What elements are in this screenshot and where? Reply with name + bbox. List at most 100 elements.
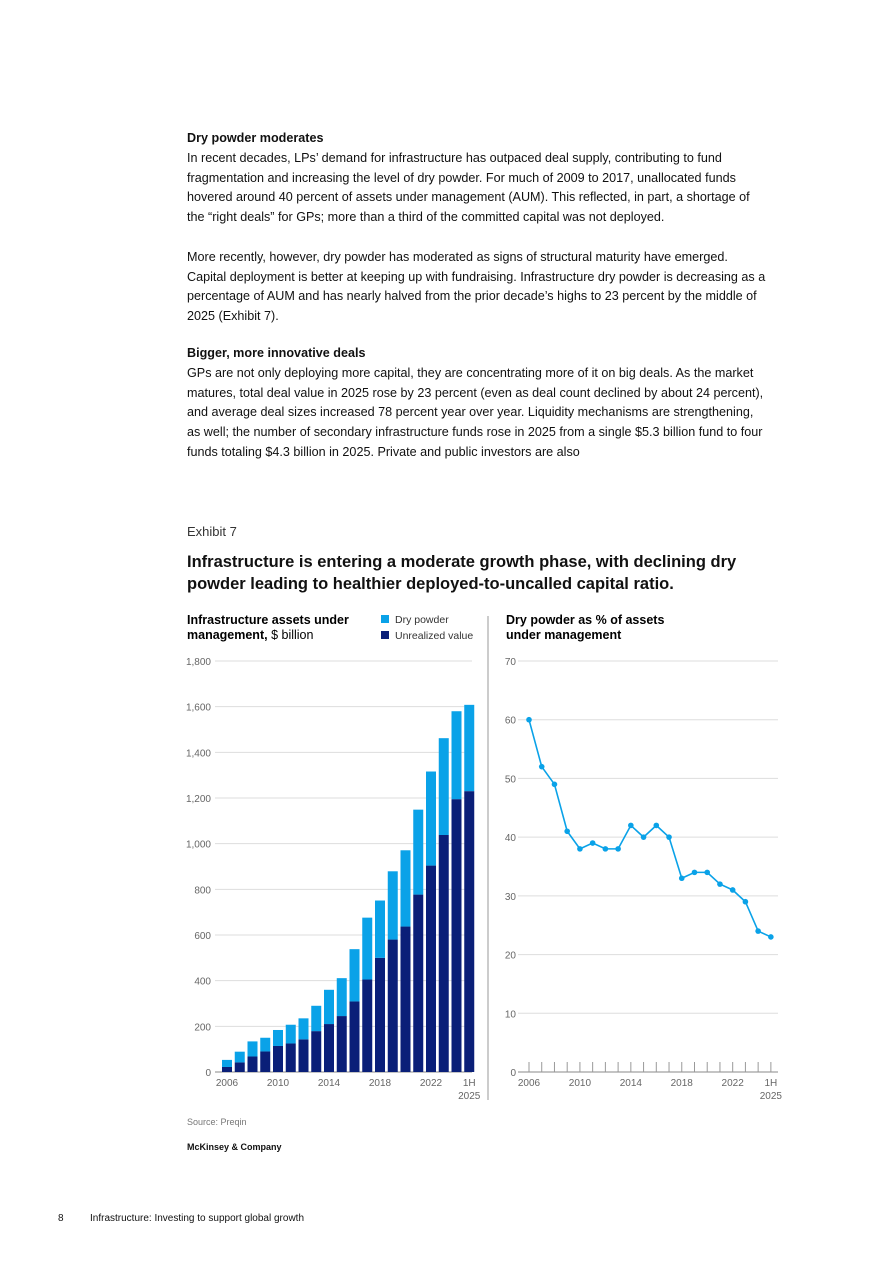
y-tick-label: 600 bbox=[194, 931, 211, 942]
bar-dry-powder bbox=[400, 850, 411, 927]
bar-dry-powder bbox=[260, 1037, 271, 1052]
bar-unrealized-value bbox=[426, 865, 436, 1072]
paragraph: GPs are not only deploying more capital,… bbox=[187, 365, 764, 459]
exhibit-label: Exhibit 7 bbox=[187, 524, 237, 539]
y-tick-label: 10 bbox=[505, 1009, 517, 1020]
x-tick-label: 2010 bbox=[569, 1078, 592, 1089]
y-tick-label: 60 bbox=[505, 716, 517, 727]
x-tick-label: 2014 bbox=[318, 1078, 341, 1089]
y-tick-label: 50 bbox=[505, 774, 517, 785]
y-tick-label: 0 bbox=[510, 1068, 516, 1079]
data-point bbox=[742, 898, 749, 905]
data-point bbox=[640, 834, 647, 840]
bar-dry-powder bbox=[349, 949, 360, 1002]
data-point bbox=[628, 822, 634, 829]
bar-unrealized-value bbox=[362, 979, 373, 1072]
data-point bbox=[577, 846, 583, 852]
bar-unrealized-value bbox=[273, 1045, 283, 1072]
bar-unrealized-value bbox=[375, 957, 385, 1072]
bar-dry-powder bbox=[387, 871, 398, 940]
legend-dry-powder: Dry powder bbox=[395, 614, 449, 626]
y-tick-label: 400 bbox=[194, 977, 211, 988]
y-tick-label: 800 bbox=[194, 885, 211, 896]
data-point bbox=[717, 881, 723, 887]
bar-dry-powder bbox=[464, 704, 475, 792]
data-point bbox=[704, 869, 711, 876]
bar-unrealized-value bbox=[387, 939, 398, 1072]
bar-unrealized-value bbox=[222, 1066, 232, 1072]
bar-dry-powder bbox=[438, 738, 449, 835]
footer-title: Infrastructure: Investing to support glo… bbox=[90, 1213, 305, 1224]
data-point bbox=[564, 828, 570, 835]
exhibit-title: Infrastructure is entering a moderate gr… bbox=[187, 553, 737, 593]
bar-unrealized-value bbox=[413, 894, 424, 1072]
data-point bbox=[526, 716, 532, 723]
bar-dry-powder bbox=[311, 1005, 322, 1032]
data-point bbox=[691, 869, 698, 876]
data-point bbox=[615, 846, 621, 852]
x-tick-label: 2018 bbox=[369, 1078, 392, 1089]
bar-dry-powder bbox=[222, 1059, 232, 1067]
bar-dry-powder bbox=[375, 900, 385, 958]
data-point bbox=[538, 763, 545, 770]
section-dry-powder: Dry powder moderates In recent decades, … bbox=[187, 129, 767, 327]
brand-logo: McKinsey & Company bbox=[187, 1142, 282, 1152]
legend-swatch-unrealized bbox=[381, 631, 389, 639]
bar-dry-powder bbox=[413, 809, 424, 895]
data-point bbox=[602, 846, 609, 852]
bar-dry-powder bbox=[273, 1029, 283, 1046]
data-point bbox=[729, 887, 736, 893]
bar-dry-powder bbox=[362, 917, 373, 980]
x-tick-label: 2006 bbox=[518, 1078, 541, 1089]
x-tick-label: 1H bbox=[764, 1078, 777, 1089]
bar-dry-powder bbox=[247, 1041, 258, 1057]
y-tick-label: 1,800 bbox=[186, 657, 211, 668]
page-number: 8 bbox=[58, 1213, 64, 1224]
paragraph: In recent decades, LPs’ demand for infra… bbox=[187, 150, 750, 225]
legend-swatch-dry-powder bbox=[381, 615, 389, 623]
bar-unrealized-value bbox=[234, 1062, 245, 1072]
x-tick-label: 2010 bbox=[267, 1078, 290, 1089]
x-tick-label: 2022 bbox=[722, 1078, 745, 1089]
data-point bbox=[768, 934, 774, 940]
x-tick-label: 2006 bbox=[216, 1078, 239, 1089]
bar-unrealized-value bbox=[438, 834, 449, 1072]
y-tick-label: 1,400 bbox=[186, 748, 211, 759]
bar-unrealized-value bbox=[324, 1024, 334, 1072]
bar-unrealized-value bbox=[285, 1043, 296, 1072]
source-note: Source: Preqin bbox=[187, 1117, 247, 1127]
bar-dry-powder bbox=[285, 1024, 296, 1044]
x-tick-label: 2025 bbox=[458, 1091, 481, 1102]
data-point bbox=[551, 781, 558, 788]
y-tick-label: 30 bbox=[505, 892, 517, 903]
x-tick-label: 2018 bbox=[671, 1078, 694, 1089]
bar-unrealized-value bbox=[260, 1051, 271, 1072]
y-tick-label: 1,600 bbox=[186, 703, 211, 714]
y-tick-label: 1,000 bbox=[186, 840, 211, 851]
x-tick-label: 1H bbox=[463, 1078, 476, 1089]
data-point bbox=[678, 875, 685, 882]
y-tick-label: 40 bbox=[505, 833, 517, 844]
bar-dry-powder bbox=[324, 989, 334, 1025]
line-chart-title: Dry powder as % of assets bbox=[506, 613, 664, 627]
bar-chart-title: Infrastructure assets under bbox=[187, 613, 349, 627]
bar-dry-powder bbox=[336, 978, 347, 1017]
y-tick-label: 20 bbox=[505, 951, 517, 962]
paragraph: More recently, however, dry powder has m… bbox=[187, 249, 766, 324]
data-line bbox=[528, 719, 772, 938]
bar-unrealized-value bbox=[464, 791, 475, 1072]
y-tick-label: 200 bbox=[194, 1022, 211, 1033]
x-tick-label: 2022 bbox=[420, 1078, 443, 1089]
line-chart-title-2: under management bbox=[506, 628, 622, 642]
section-heading: Bigger, more innovative deals bbox=[187, 346, 366, 360]
legend-unrealized: Unrealized value bbox=[395, 630, 473, 642]
data-point bbox=[755, 928, 761, 934]
section-bigger-deals: Bigger, more innovative deals GPs are no… bbox=[187, 344, 767, 463]
bar-dry-powder bbox=[298, 1018, 309, 1040]
bar-unrealized-value bbox=[298, 1039, 309, 1072]
bar-dry-powder bbox=[426, 771, 436, 866]
data-point bbox=[653, 822, 660, 829]
bar-unrealized-value bbox=[311, 1031, 322, 1072]
